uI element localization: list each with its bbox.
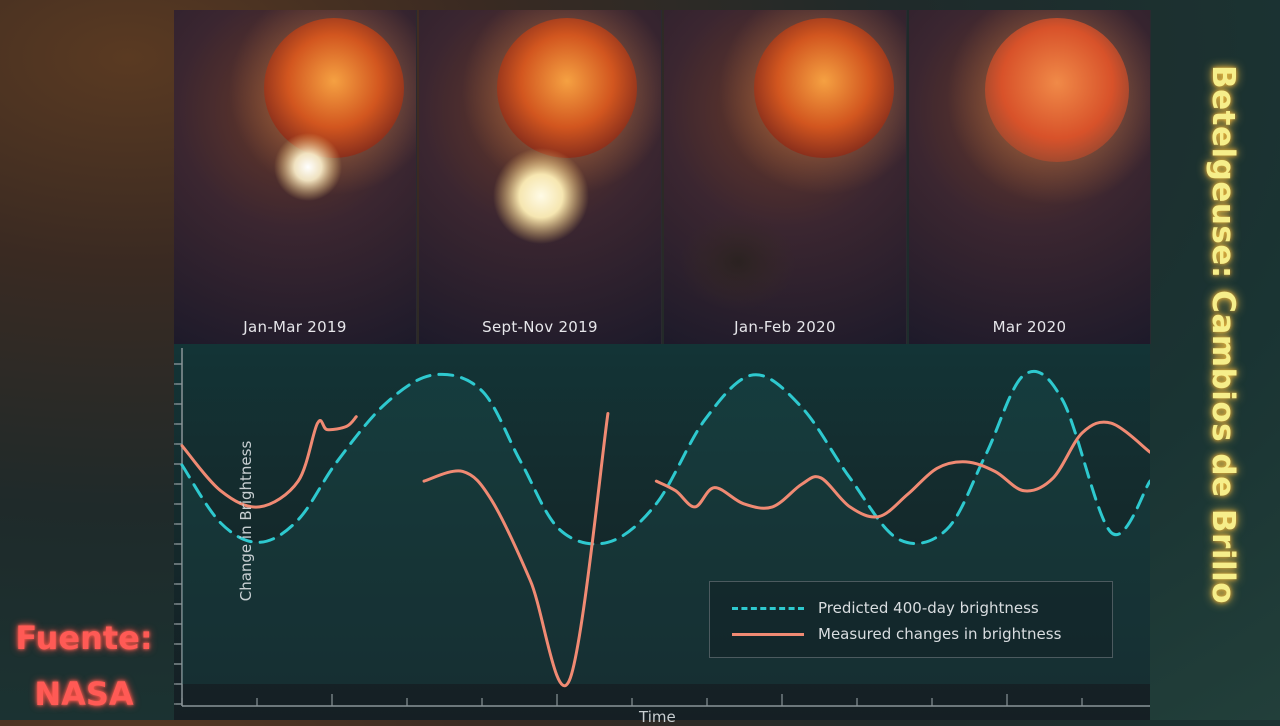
legend-swatch-dashed	[732, 606, 804, 610]
source-name: NASA	[34, 675, 134, 713]
chart-plot	[174, 348, 1150, 707]
predicted-brightness-line	[180, 369, 1150, 546]
source-credit: Fuente: NASA	[4, 610, 164, 722]
legend-item-predicted: Predicted 400-day brightness	[732, 598, 1039, 618]
panel-jan-feb-2020: Jan-Feb 2020	[664, 10, 907, 344]
chart-series	[180, 369, 1150, 687]
measured-brightness-segment-3	[654, 420, 1150, 519]
side-title: Betelgeuse: Cambios de Brillo	[1168, 40, 1278, 630]
brightness-chart: Change in Brightness Time Predicted 400-…	[174, 344, 1150, 726]
dust-cloud	[680, 214, 796, 310]
panel-jan-mar-2019: Jan-Mar 2019	[174, 10, 417, 344]
title-text: Betelgeuse: Cambios de Brillo	[1205, 65, 1241, 605]
measured-brightness-segment-2	[422, 412, 610, 687]
panel-label: Jan-Feb 2020	[734, 318, 836, 336]
predicted-area	[182, 371, 1150, 684]
star-illustration	[947, 10, 1150, 205]
star-illustration	[462, 10, 661, 244]
x-axis-label: Time	[639, 708, 676, 726]
star-illustration	[680, 10, 906, 310]
legend-item-measured: Measured changes in brightness	[732, 624, 1061, 644]
chart-legend: Predicted 400-day brightness Measured ch…	[709, 581, 1113, 658]
panel-label: Mar 2020	[992, 318, 1067, 336]
panel-sept-nov-2019: Sept-Nov 2019	[419, 10, 662, 344]
legend-label: Measured changes in brightness	[818, 625, 1062, 643]
y-axis-label: Change in Brightness	[237, 440, 255, 602]
panel-label: Sept-Nov 2019	[482, 318, 598, 336]
legend-swatch-solid	[732, 632, 804, 636]
panel-label: Jan-Mar 2019	[243, 318, 347, 336]
star-illustration	[229, 10, 416, 201]
chart-axes	[174, 348, 1150, 707]
legend-label: Predicted 400-day brightness	[818, 599, 1039, 617]
source-label: Fuente:	[15, 619, 153, 657]
panel-mar-2020: Mar 2020	[909, 10, 1151, 344]
measured-brightness-segment-1	[180, 415, 358, 509]
